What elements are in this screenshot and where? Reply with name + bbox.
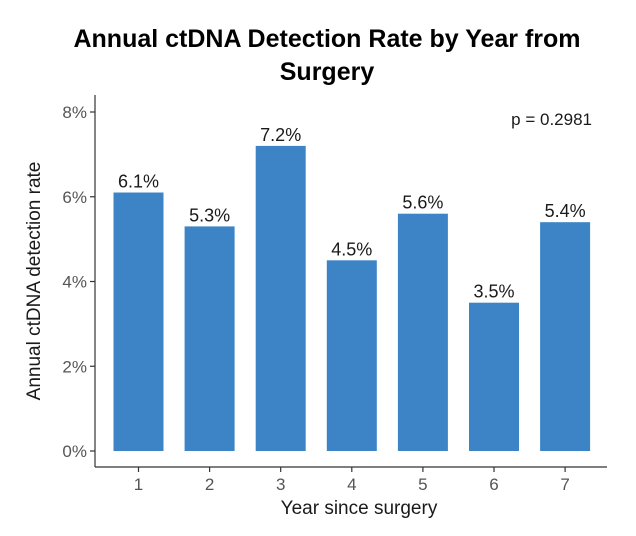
x-tick-label-2: 2 (205, 475, 214, 494)
data-label-3: 7.2% (260, 125, 301, 145)
data-label-6: 3.5% (473, 282, 514, 302)
bar-7 (540, 222, 591, 451)
x-tick-label-6: 6 (489, 475, 498, 494)
chart-title-line-1: Annual ctDNA Detection Rate by Year from (73, 25, 580, 53)
bar-4 (326, 260, 377, 451)
x-tick-label-1: 1 (134, 475, 143, 494)
bar-3 (255, 145, 306, 451)
data-label-2: 5.3% (189, 205, 230, 225)
y-tick-label-0: 0% (62, 442, 87, 461)
y-tick-label-4: 8% (62, 103, 87, 122)
x-tick-label-4: 4 (347, 475, 356, 494)
data-label-1: 6.1% (118, 172, 159, 192)
bar-5 (397, 213, 448, 451)
y-tick-label-2: 4% (62, 273, 87, 292)
bar-6 (469, 302, 519, 451)
y-tick-label-3: 6% (62, 188, 87, 207)
x-tick-label-7: 7 (560, 475, 569, 494)
y-tick-label-1: 2% (62, 357, 87, 376)
plot-area: 0% 2% 4% 6% 8% 6.1% 1 5.3% 2 7.2% 3 4.5% 4 5.6% 5 3.5% 6… (62, 103, 591, 494)
data-label-4: 4.5% (331, 239, 372, 259)
y-axis-title: Annual ctDNA detection rate (24, 162, 45, 401)
x-axis-title: Year since surgery (281, 498, 438, 519)
x-tick-label-5: 5 (418, 475, 427, 494)
bar-1 (113, 192, 164, 451)
p-value-annotation: p = 0.2981 (511, 110, 592, 129)
bar-2 (184, 226, 235, 451)
data-label-5: 5.6% (402, 193, 443, 213)
chart-title-line-2: Surgery (280, 58, 375, 86)
x-tick-label-3: 3 (276, 475, 285, 494)
data-label-7: 5.4% (545, 201, 586, 221)
